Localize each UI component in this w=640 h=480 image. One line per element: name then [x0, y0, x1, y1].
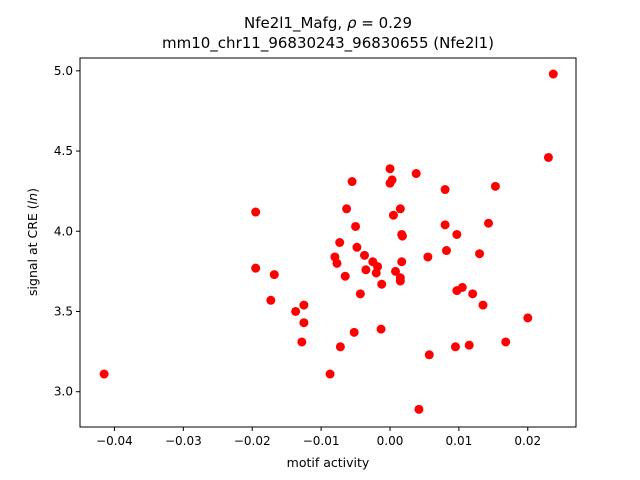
x-axis-label: motif activity [287, 455, 370, 470]
data-point-32 [391, 266, 401, 276]
x-tick-label: 0.00 [377, 434, 404, 448]
data-point-1 [251, 207, 261, 217]
data-point-19 [349, 327, 359, 337]
data-point-58 [543, 152, 553, 162]
data-point-20 [355, 289, 365, 299]
x-tick-label: −0.03 [165, 434, 202, 448]
data-point-41 [423, 252, 433, 262]
data-point-43 [440, 185, 450, 195]
y-tick-label: 4.0 [54, 224, 73, 238]
y-tick-label: 4.5 [54, 144, 73, 158]
chart-title-line2: mm10_chr11_96830243_96830655 (Nfe2l1) [162, 34, 494, 53]
data-point-40 [414, 404, 424, 414]
y-axis-ticks: 3.0 3.5 4.0 4.5 5.0 [54, 64, 80, 399]
data-point-48 [450, 342, 460, 352]
data-point-42 [424, 350, 434, 360]
plot-frame [79, 57, 577, 428]
y-tick-label: 3.0 [54, 385, 73, 399]
data-point-17 [351, 221, 361, 231]
data-point-6 [299, 300, 309, 310]
data-point-35 [397, 231, 407, 241]
data-point-59 [548, 69, 558, 79]
data-point-46 [452, 229, 462, 239]
data-point-18 [352, 242, 362, 252]
data-point-2 [251, 263, 261, 273]
data-point-44 [440, 220, 450, 230]
data-point-45 [441, 246, 451, 256]
data-point-4 [266, 295, 276, 305]
data-point-21 [360, 250, 370, 260]
data-point-33 [395, 204, 405, 214]
chart-title-line1: Nfe2l1_Mafg, ρ = 0.29 [244, 14, 412, 33]
data-points [99, 69, 558, 414]
data-point-26 [377, 279, 387, 289]
data-point-55 [490, 181, 500, 191]
data-point-3 [269, 270, 279, 280]
data-point-8 [297, 337, 307, 347]
data-point-51 [468, 289, 478, 299]
y-axis-label: signal at CRE (ln) [25, 188, 40, 296]
data-point-36 [397, 257, 407, 267]
y-tick-label: 3.5 [54, 304, 73, 318]
data-point-50 [464, 340, 474, 350]
x-tick-label: 0.01 [446, 434, 473, 448]
data-point-30 [387, 175, 397, 185]
y-tick-label: 5.0 [54, 64, 73, 78]
data-point-57 [523, 313, 533, 323]
data-point-56 [501, 337, 511, 347]
data-point-11 [332, 258, 342, 268]
x-tick-label: −0.02 [234, 434, 271, 448]
data-point-38 [395, 276, 405, 286]
data-point-39 [411, 169, 421, 179]
x-tick-label: −0.04 [96, 434, 133, 448]
data-point-7 [299, 318, 309, 328]
data-point-54 [484, 218, 494, 228]
data-point-53 [478, 300, 488, 310]
x-tick-label: −0.01 [303, 434, 340, 448]
data-point-0 [99, 369, 109, 379]
data-point-49 [457, 282, 467, 292]
data-point-28 [385, 164, 395, 174]
data-point-16 [347, 177, 357, 187]
data-point-9 [325, 369, 335, 379]
data-point-25 [373, 262, 383, 272]
data-point-13 [335, 342, 345, 352]
data-point-22 [361, 265, 371, 275]
x-tick-label: 0.02 [514, 434, 541, 448]
data-point-12 [335, 238, 345, 247]
data-point-5 [291, 306, 301, 316]
data-point-31 [388, 210, 398, 220]
data-point-52 [475, 249, 485, 259]
data-point-14 [340, 271, 350, 281]
x-axis-ticks: −0.04 −0.03 −0.02 −0.01 0.00 0.01 0.02 [96, 427, 541, 448]
data-point-15 [342, 204, 352, 214]
data-point-27 [376, 324, 386, 334]
